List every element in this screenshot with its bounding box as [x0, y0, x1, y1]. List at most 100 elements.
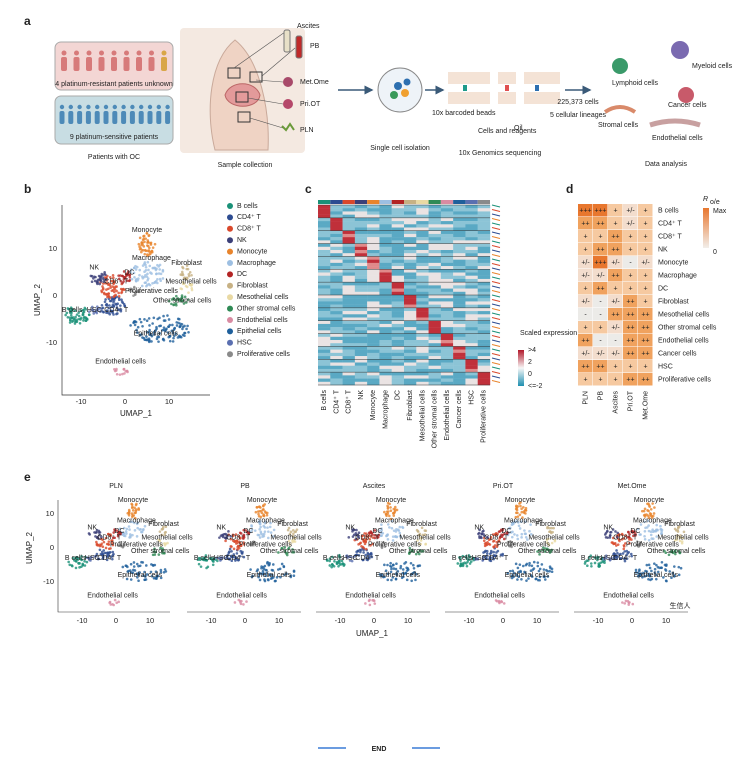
- heat-cell: [404, 285, 417, 289]
- cell-text: +: [643, 285, 647, 292]
- heat-cell: [477, 262, 491, 267]
- heat-cell: [593, 373, 608, 386]
- cell-point: [642, 509, 646, 513]
- column-bar: [404, 200, 417, 204]
- cell-point: [325, 559, 329, 562]
- channel: [490, 72, 498, 120]
- heat-cell: [440, 368, 454, 373]
- heat-cell: [428, 365, 442, 370]
- cell-point: [147, 234, 151, 238]
- cell-point: [362, 558, 365, 562]
- column-bar: [428, 200, 441, 204]
- cell-point: [148, 264, 152, 268]
- cell-point: [152, 333, 156, 336]
- cell-point: [127, 270, 130, 273]
- column-label: Fibroblast: [407, 390, 414, 421]
- heat-cell: [428, 246, 442, 251]
- heat-cell: [379, 275, 392, 280]
- person: [136, 50, 142, 56]
- cell-point: [588, 556, 591, 559]
- heat-cell: [477, 359, 491, 363]
- cell-point: [115, 367, 118, 371]
- heat-cell: [416, 336, 429, 341]
- heat-cell: [440, 269, 454, 273]
- cell-point: [655, 573, 658, 577]
- cell-point: [272, 576, 275, 579]
- cell-point: [390, 519, 394, 523]
- heat-cell: [453, 311, 466, 315]
- cell-point: [162, 551, 166, 555]
- heat-cell: [391, 246, 405, 251]
- cell-point: [465, 564, 469, 568]
- cell-point: [530, 564, 534, 568]
- heat-cell: [440, 311, 454, 315]
- row-label: CD4⁺ T: [658, 220, 683, 227]
- heat-cell: [608, 308, 623, 321]
- cluster-label: Monocyte: [376, 497, 406, 504]
- cell-point: [328, 564, 332, 567]
- cell-point: [651, 502, 654, 505]
- gene-tick: [491, 258, 501, 262]
- cell-point: [528, 529, 531, 533]
- heat-cell: [453, 365, 466, 370]
- heat-cell: [428, 211, 442, 215]
- cell-point: [280, 547, 284, 550]
- heat-cell: [465, 221, 478, 225]
- cell-point: [199, 565, 203, 568]
- heat-cell: [608, 230, 623, 243]
- cell-point: [411, 549, 415, 553]
- cluster-label: B cells: [581, 555, 602, 562]
- heat-cell: [465, 346, 478, 350]
- heat-cell: [391, 224, 405, 228]
- cell-point: [459, 559, 462, 562]
- cell-point: [514, 562, 518, 566]
- heat-cell: [354, 259, 368, 264]
- heat-cell: [354, 288, 368, 292]
- heat-cell: [404, 217, 417, 222]
- cell-point: [163, 531, 167, 534]
- cell-point: [239, 536, 242, 540]
- cell-point: [66, 307, 70, 310]
- cell-text: +: [628, 363, 632, 370]
- heat-cell: [404, 269, 417, 273]
- cell-point: [108, 284, 112, 287]
- column-label: DC: [395, 390, 402, 400]
- cell-point: [190, 273, 193, 277]
- heat-cell: [318, 214, 331, 219]
- cell-point: [223, 536, 227, 539]
- heat-cell: [354, 250, 368, 254]
- cell-point: [514, 507, 518, 511]
- site-label: Pri.OT: [300, 101, 321, 108]
- cell-point: [265, 568, 268, 572]
- cluster-label: Fibroblast: [148, 521, 179, 528]
- heat-cell: [330, 314, 343, 318]
- row-label: Macrophage: [658, 272, 697, 279]
- cell-text: ++: [611, 311, 619, 318]
- heat-cell: [342, 375, 356, 379]
- cell-point: [375, 543, 378, 547]
- heat-cell: [440, 291, 454, 296]
- cell-point: [538, 549, 542, 552]
- cell-point: [516, 511, 519, 515]
- heat-cell: [391, 243, 405, 247]
- cell-point: [224, 557, 227, 560]
- cluster-label: Proliferative cells: [626, 541, 679, 548]
- cell-point: [664, 551, 668, 555]
- heat-cell: [440, 307, 454, 312]
- heat-cell: [453, 336, 466, 341]
- heat-cell: [428, 307, 442, 312]
- cell-point: [611, 536, 615, 540]
- column-bar: [354, 200, 368, 204]
- cell-point: [155, 337, 159, 341]
- cell-point: [68, 563, 72, 567]
- cell-point: [129, 562, 133, 566]
- heat-cell: [440, 288, 454, 292]
- heat-cell: [428, 240, 442, 244]
- gene-tick: [491, 267, 501, 271]
- heat-cell: [318, 368, 331, 373]
- heat-cell: [354, 327, 368, 331]
- cell-point: [584, 560, 587, 564]
- cell-point: [335, 560, 339, 564]
- cell-text: ++: [641, 324, 649, 331]
- cell-point: [81, 564, 85, 567]
